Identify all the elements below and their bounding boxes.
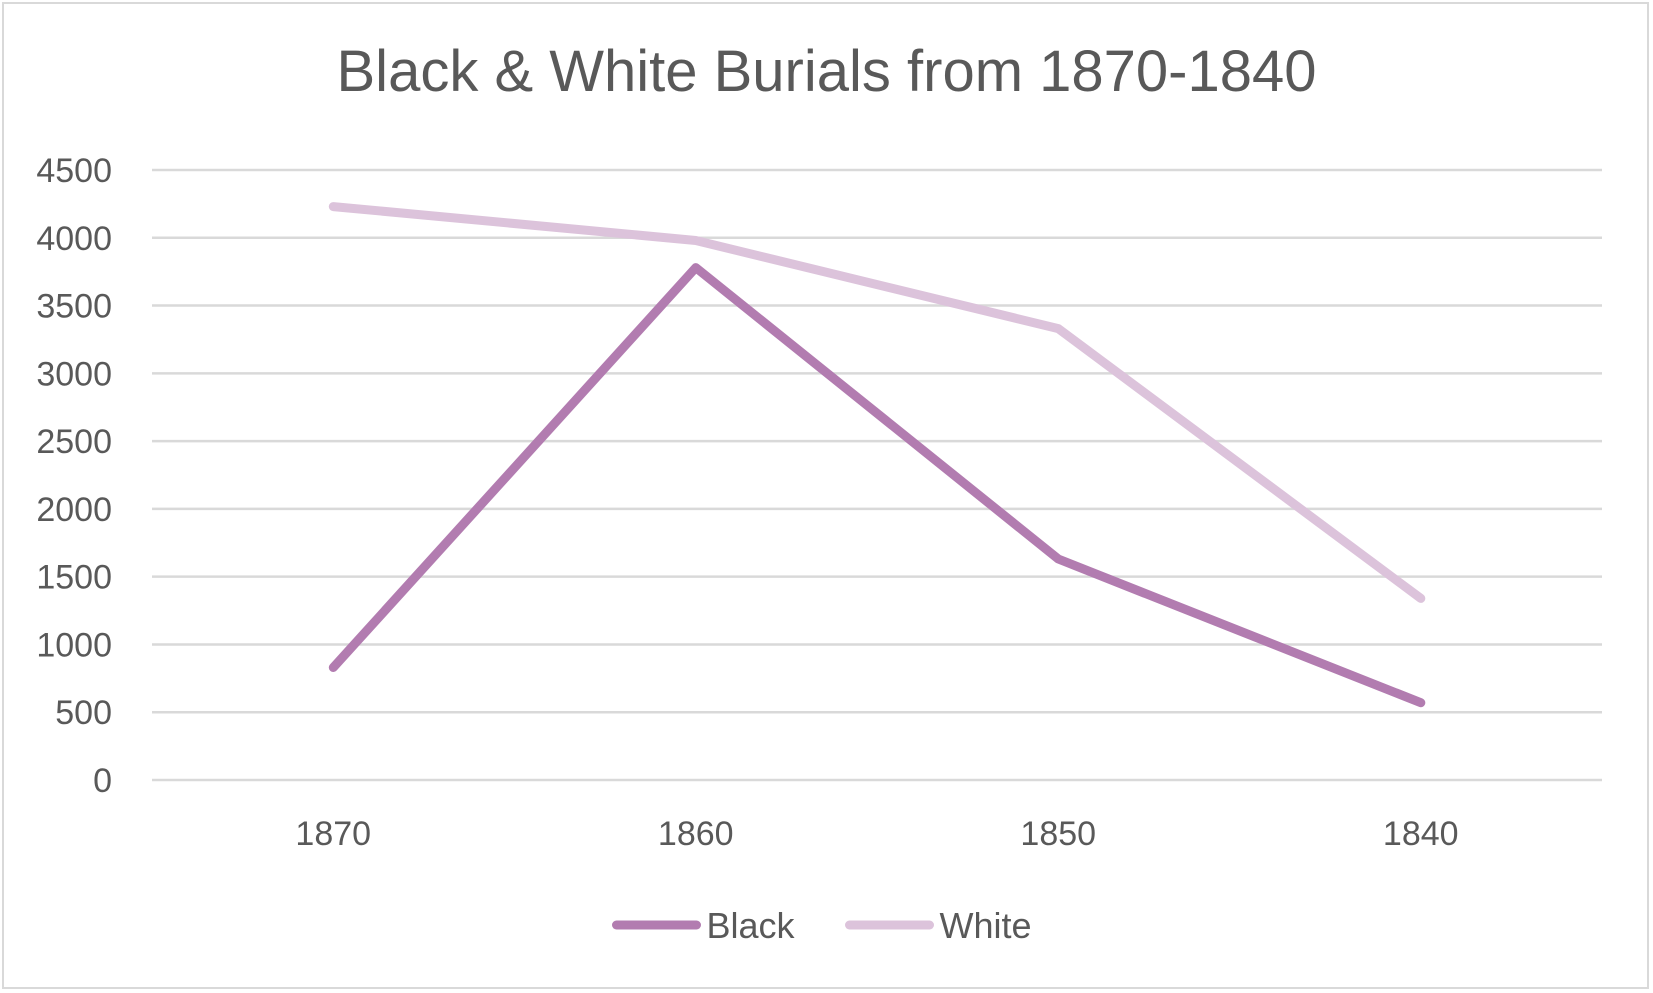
legend-item-white: White [845, 905, 1032, 946]
legend-item-black: Black [612, 905, 796, 946]
y-tick-label: 1000 [36, 626, 112, 664]
chart-title: Black & White Burials from 1870-1840 [336, 39, 1317, 104]
y-tick-label: 0 [93, 762, 112, 800]
x-tick-label: 1860 [658, 815, 734, 853]
series-lines [328, 202, 1426, 708]
gridlines [152, 168, 1602, 782]
y-tick-label: 500 [55, 694, 112, 732]
y-tick-label: 2000 [36, 491, 112, 529]
y-tick-label: 4000 [36, 220, 112, 258]
y-tick-label: 2500 [36, 423, 112, 461]
y-tick-label: 1500 [36, 559, 112, 597]
y-tick-label: 3500 [36, 288, 112, 326]
series-line-white [328, 202, 1426, 603]
y-tick-label: 4500 [36, 152, 112, 190]
legend: Black White [612, 905, 1032, 946]
legend-label: Black [707, 905, 796, 946]
y-axis-ticks: 0 500 1000 1500 2000 2500 3000 3500 4000 4500 [36, 152, 112, 800]
x-tick-label: 1870 [295, 815, 371, 853]
series-line-black [328, 263, 1426, 708]
x-axis-ticks: 1870 1860 1850 1840 [295, 815, 1458, 853]
x-tick-label: 1840 [1383, 815, 1459, 853]
y-tick-label: 3000 [36, 355, 112, 393]
x-tick-label: 1850 [1020, 815, 1096, 853]
legend-label: White [940, 905, 1032, 946]
